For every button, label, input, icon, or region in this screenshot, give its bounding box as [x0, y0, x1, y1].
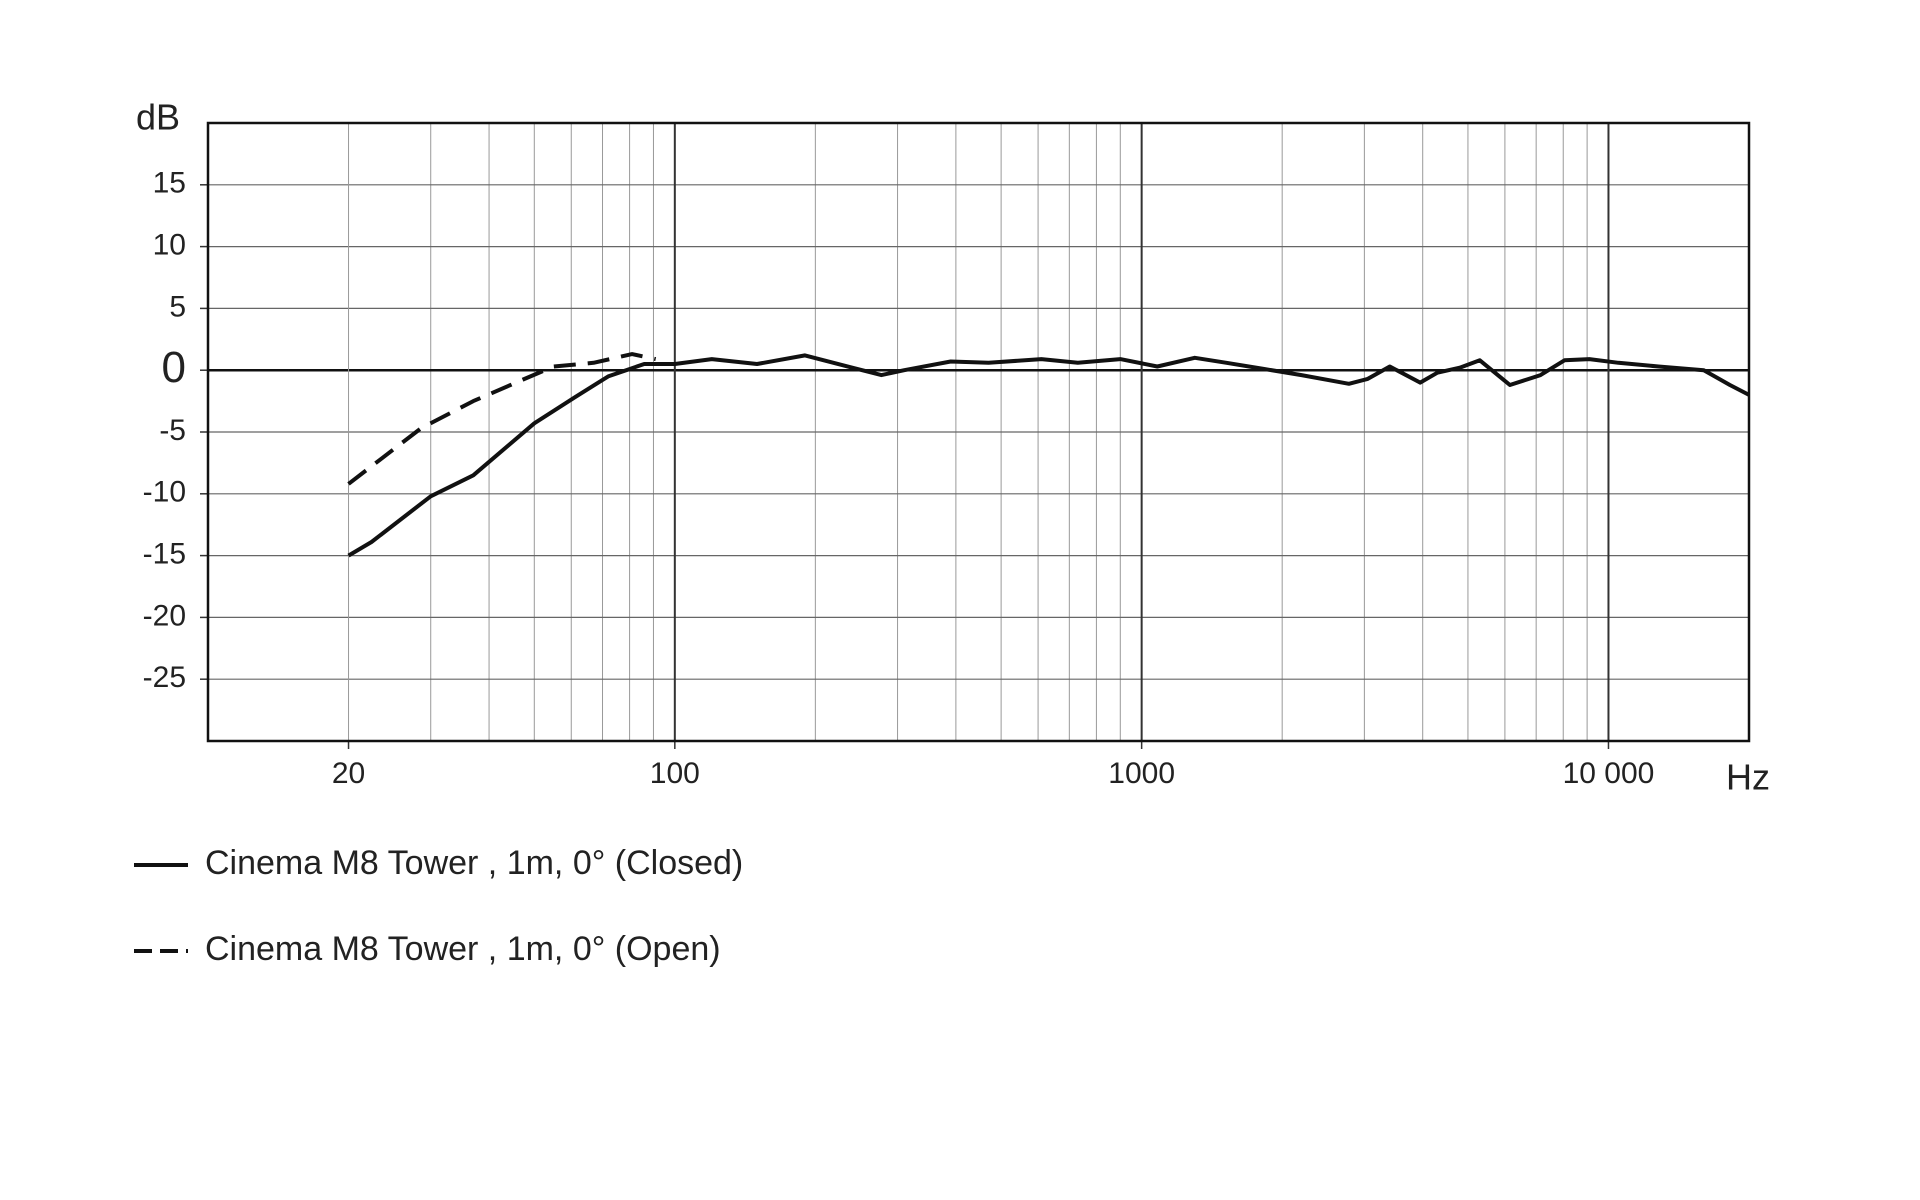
series-line	[347, 353, 1750, 558]
x-tick-label: 100	[650, 757, 700, 790]
y-tick-label: -10	[143, 476, 186, 509]
series-line	[347, 352, 657, 486]
legend-label: Cinema M8 Tower , 1m, 0° (Open)	[205, 930, 721, 968]
legend-label: Cinema M8 Tower , 1m, 0° (Closed)	[205, 844, 743, 882]
x-tick-label: 1000	[1108, 757, 1175, 790]
x-axis-label: Hz	[1726, 757, 1770, 798]
y-tick-label: -15	[143, 538, 186, 571]
y-tick-label: 15	[153, 167, 186, 200]
plot-frame	[206, 121, 1751, 743]
y-tick-label: -20	[143, 599, 186, 632]
y-tick-label: 5	[169, 290, 186, 323]
y-tick-label: 0	[162, 343, 186, 392]
y-tick-label: -25	[143, 661, 186, 694]
x-tick-label: 10 000	[1563, 757, 1655, 790]
y-tick-label: -5	[159, 414, 186, 447]
x-tick-label: 20	[332, 757, 365, 790]
y-tick-label: 10	[153, 229, 186, 262]
y-axis-label: dB	[136, 97, 180, 138]
